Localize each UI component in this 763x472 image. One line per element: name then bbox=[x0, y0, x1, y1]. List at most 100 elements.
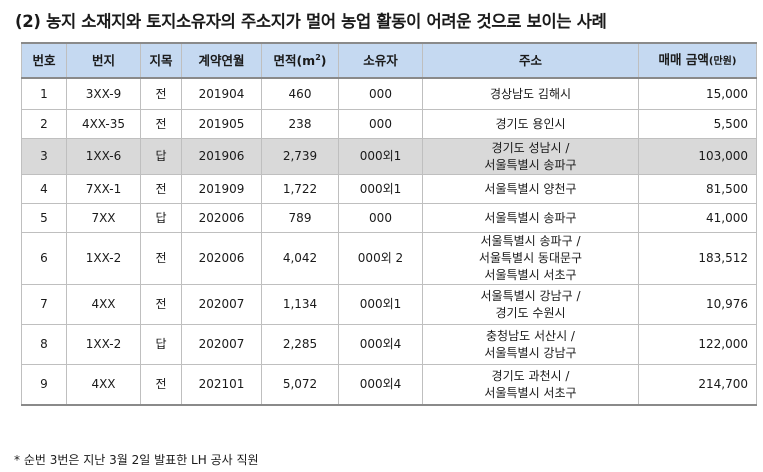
table-row: 2 4XX-35 전 201905 238 000 경기도 용인시 5,500 bbox=[21, 109, 757, 139]
address-line: 서울특별시 서초구 bbox=[484, 385, 577, 400]
cell-contract-date: 201909 bbox=[181, 174, 262, 204]
cell-lot: 1XX-6 bbox=[66, 138, 141, 175]
cell-address: 충청남도 서산시 / 서울특별시 강남구 bbox=[422, 324, 639, 365]
address-line: 서울특별시 송파구 bbox=[484, 157, 577, 172]
cell-area: 4,042 bbox=[261, 232, 339, 285]
cell-area: 5,072 bbox=[261, 364, 339, 406]
cell-contract-date: 202101 bbox=[181, 364, 262, 406]
header-category: 지목 bbox=[140, 42, 182, 79]
header-price-unit: (만원) bbox=[708, 56, 737, 67]
cell-owner: 000 bbox=[338, 203, 423, 233]
table-row: 3 1XX-6 답 201906 2,739 000외1 경기도 성남시 / 서울특별시 송파… bbox=[21, 138, 757, 175]
cell-owner: 000외1 bbox=[338, 284, 423, 325]
cell-category: 답 bbox=[140, 138, 182, 175]
cell-category: 전 bbox=[140, 232, 182, 285]
cell-category: 전 bbox=[140, 109, 182, 139]
cell-category: 전 bbox=[140, 364, 182, 406]
cell-owner: 000외 2 bbox=[338, 232, 423, 285]
cell-lot: 4XX bbox=[66, 364, 141, 406]
header-area-close: ) bbox=[320, 53, 327, 68]
cell-no: 7 bbox=[21, 284, 67, 325]
table-row: 8 1XX-2 답 202007 2,285 000외4 충청남도 서산시 / 서울특별시 강… bbox=[21, 324, 757, 365]
header-address: 주소 bbox=[422, 42, 639, 79]
header-price-label: 매매 금액 bbox=[658, 52, 709, 67]
cell-address: 서울특별시 강남구 / 경기도 수원시 bbox=[422, 284, 639, 325]
address-line: 경기도 성남시 / bbox=[491, 140, 570, 155]
cell-category: 전 bbox=[140, 77, 182, 110]
address-line: 서울특별시 송파구 bbox=[484, 210, 577, 225]
cell-contract-date: 202006 bbox=[181, 232, 262, 285]
cell-no: 5 bbox=[21, 203, 67, 233]
address-line: 서울특별시 강남구 bbox=[484, 345, 577, 360]
cell-lot: 3XX-9 bbox=[66, 77, 141, 110]
cell-price: 214,700 bbox=[638, 364, 757, 406]
address-line: 서울특별시 강남구 / bbox=[480, 288, 581, 303]
table-row: 5 7XX 답 202006 789 000 서울특별시 송파구 41,000 bbox=[21, 203, 757, 233]
cell-contract-date: 202007 bbox=[181, 284, 262, 325]
cell-area: 1,134 bbox=[261, 284, 339, 325]
table-row: 4 7XX-1 전 201909 1,722 000외1 서울특별시 양천구 81,500 bbox=[21, 174, 757, 204]
address-line: 충청남도 서산시 / bbox=[486, 328, 575, 343]
cell-area: 789 bbox=[261, 203, 339, 233]
cell-no: 2 bbox=[21, 109, 67, 139]
table-row: 6 1XX-2 전 202006 4,042 000외 2 서울특별시 송파구 / 서울특별시… bbox=[21, 232, 757, 285]
cell-address: 서울특별시 송파구 / 서울특별시 동대문구 서울특별시 서초구 bbox=[422, 232, 639, 285]
cell-price: 10,976 bbox=[638, 284, 757, 325]
cell-address: 서울특별시 양천구 bbox=[422, 174, 639, 204]
table-row: 1 3XX-9 전 201904 460 000 경상남도 김해시 15,000 bbox=[21, 77, 757, 110]
table-header-row: 번호 번지 지목 계약연월 면적(m2) 소유자 주소 매매 금액(만원) bbox=[21, 42, 757, 79]
table-row: 9 4XX 전 202101 5,072 000외4 경기도 과천시 / 서울특별시 서초구 2… bbox=[21, 364, 757, 406]
cell-owner: 000 bbox=[338, 77, 423, 110]
cell-address: 경기도 과천시 / 서울특별시 서초구 bbox=[422, 364, 639, 406]
header-owner: 소유자 bbox=[338, 42, 423, 79]
cell-address: 경기도 성남시 / 서울특별시 송파구 bbox=[422, 138, 639, 175]
cell-price: 5,500 bbox=[638, 109, 757, 139]
cell-area: 238 bbox=[261, 109, 339, 139]
address-line: 경기도 과천시 / bbox=[491, 368, 570, 383]
header-price: 매매 금액(만원) bbox=[638, 42, 757, 79]
cell-no: 8 bbox=[21, 324, 67, 365]
cell-area: 2,739 bbox=[261, 138, 339, 175]
cell-lot: 4XX bbox=[66, 284, 141, 325]
cell-owner: 000외1 bbox=[338, 174, 423, 204]
address-line: 경기도 수원시 bbox=[495, 305, 566, 320]
header-area-superscript: 2 bbox=[315, 52, 321, 62]
header-no: 번호 bbox=[21, 42, 67, 79]
cell-contract-date: 202006 bbox=[181, 203, 262, 233]
cell-area: 2,285 bbox=[261, 324, 339, 365]
cell-no: 1 bbox=[21, 77, 67, 110]
header-area: 면적(m2) bbox=[261, 42, 339, 79]
cell-contract-date: 201905 bbox=[181, 109, 262, 139]
cell-address: 경기도 용인시 bbox=[422, 109, 639, 139]
cell-no: 6 bbox=[21, 232, 67, 285]
cell-price: 15,000 bbox=[638, 77, 757, 110]
cell-owner: 000외1 bbox=[338, 138, 423, 175]
cell-contract-date: 201906 bbox=[181, 138, 262, 175]
cell-lot: 7XX bbox=[66, 203, 141, 233]
cell-area: 460 bbox=[261, 77, 339, 110]
cell-price: 103,000 bbox=[638, 138, 757, 175]
header-area-label: 면적(m bbox=[273, 53, 316, 68]
cell-category: 전 bbox=[140, 284, 182, 325]
footnote: * 순번 3번은 지난 3월 2일 발표한 LH 공사 직원 bbox=[14, 453, 259, 467]
cell-address: 서울특별시 송파구 bbox=[422, 203, 639, 233]
cell-no: 4 bbox=[21, 174, 67, 204]
cell-area: 1,722 bbox=[261, 174, 339, 204]
cell-lot: 7XX-1 bbox=[66, 174, 141, 204]
cell-price: 122,000 bbox=[638, 324, 757, 365]
cell-owner: 000 bbox=[338, 109, 423, 139]
cell-category: 답 bbox=[140, 203, 182, 233]
header-lot: 번지 bbox=[66, 42, 141, 79]
cell-owner: 000외4 bbox=[338, 324, 423, 365]
table-row: 7 4XX 전 202007 1,134 000외1 서울특별시 강남구 / 경기도 수원시 1… bbox=[21, 284, 757, 325]
cell-contract-date: 202007 bbox=[181, 324, 262, 365]
cell-lot: 4XX-35 bbox=[66, 109, 141, 139]
cell-category: 전 bbox=[140, 174, 182, 204]
cell-no: 3 bbox=[21, 138, 67, 175]
address-line: 서울특별시 송파구 / bbox=[480, 234, 581, 248]
header-contract-date: 계약연월 bbox=[181, 42, 262, 79]
cell-contract-date: 201904 bbox=[181, 77, 262, 110]
cell-lot: 1XX-2 bbox=[66, 324, 141, 365]
page-title: (2) 농지 소재지와 토지소유자의 주소지가 멀어 농업 활동이 어려운 것으… bbox=[15, 12, 607, 31]
